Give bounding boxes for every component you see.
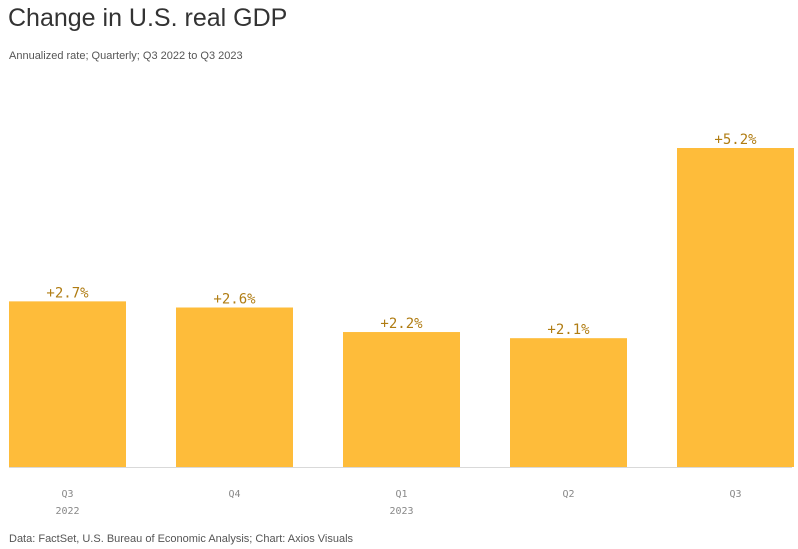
bar-3	[343, 332, 460, 467]
x-tick-label-3: Q1	[395, 489, 407, 500]
x-year-label-1: 2022	[55, 506, 79, 517]
x-tick-label-4: Q2	[562, 489, 574, 500]
data-label-2: +2.6%	[213, 292, 256, 308]
chart-title: Change in U.S. real GDP	[8, 4, 288, 32]
x-tick-label-2: Q4	[228, 489, 240, 500]
chart-subtitle: Annualized rate; Quarterly; Q3 2022 to Q…	[9, 50, 243, 62]
chart-source: Data: FactSet, U.S. Bureau of Economic A…	[9, 533, 354, 545]
bar-4	[510, 338, 627, 467]
x-year-label-3: 2023	[389, 506, 413, 517]
x-tick-label-5: Q3	[729, 489, 741, 500]
x-tick-label-1: Q3	[61, 489, 73, 500]
data-label-4: +2.1%	[547, 322, 590, 338]
bar-1	[9, 301, 126, 467]
bar-2	[176, 307, 293, 467]
data-label-5: +5.2%	[714, 132, 757, 148]
data-label-3: +2.2%	[380, 316, 423, 332]
bar-5	[677, 148, 794, 467]
data-label-1: +2.7%	[46, 285, 89, 301]
